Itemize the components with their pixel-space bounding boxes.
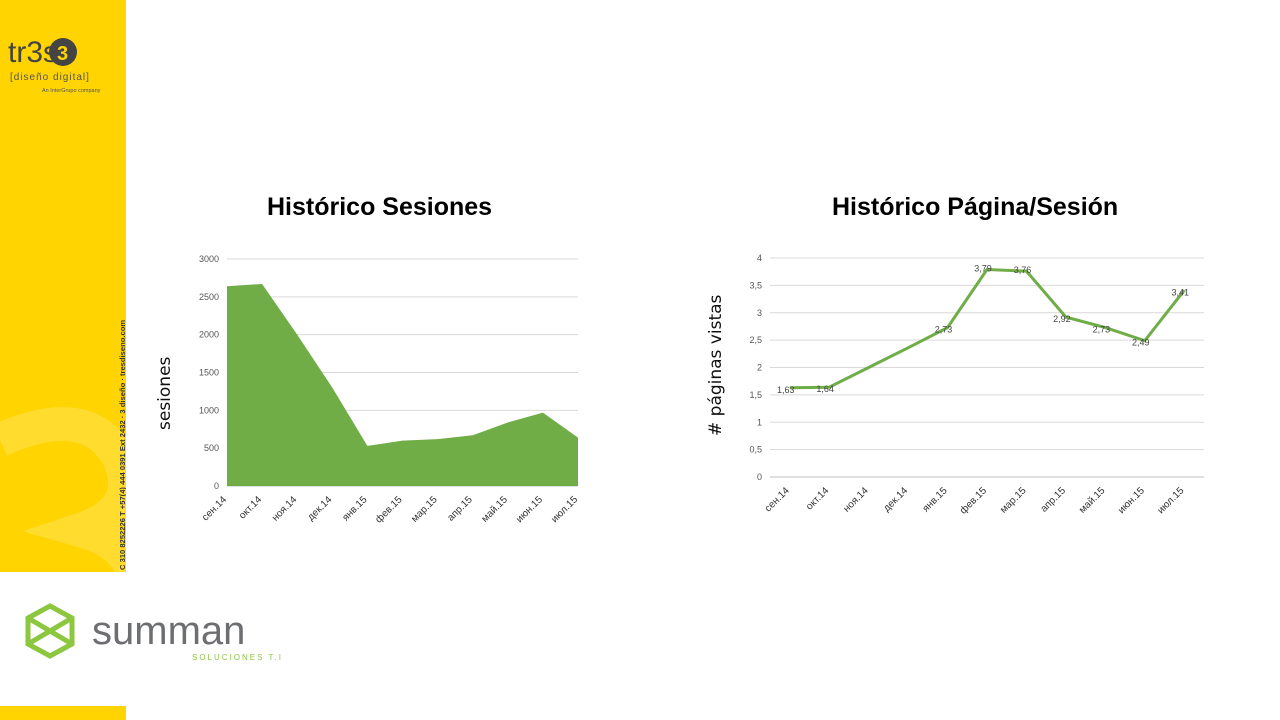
tres-diseno-logo: tr3s 3 [8,36,77,69]
x-tick-label: окт.14 [237,494,264,521]
pages-chart-title: Histórico Página/Sesión [832,193,1119,221]
data-label: 2,73 [935,325,953,335]
sessions-area-chart: 0 500 1000 1500 2000 2500 3000 сен.14 окт.14 ноя.… [199,254,580,525]
pages-y-axis-label: # páginas vistas [706,294,726,436]
x-tick-label: май.15 [480,494,511,525]
summan-cube-icon [25,603,75,659]
data-label: 3,41 [1172,287,1190,297]
x-tick-label: июн.15 [1116,485,1147,516]
y-tick-label: 1500 [199,368,219,378]
x-tick-label: июл.15 [1156,485,1187,516]
y-tick-label: 1,5 [749,390,762,400]
y-tick-label: 2 [757,363,762,373]
summan-sub: SOLUCIONES T.I [192,653,283,662]
y-tick-label: 3 [757,308,762,318]
y-tick-label: 0,5 [749,445,762,455]
tres-subtitle: [diseño digital] [10,72,90,83]
x-tick-label: июн.15 [514,494,545,525]
x-tick-label: сен.14 [200,494,229,523]
x-tick-label: янв.15 [340,494,369,523]
tres-tagline: An InterGrupo company [42,88,101,94]
x-tick-label: дек.14 [306,494,335,523]
x-tick-label: окт.14 [804,485,831,512]
contact-line: C 310 8252226 T +57(4) 444 0391 Ext 2432… [118,319,126,570]
y-tick-label: 0 [214,481,219,491]
data-label: 1,63 [777,385,795,395]
sessions-y-axis-label: sesiones [155,356,175,430]
y-tick-label: 1 [757,417,762,427]
footer-area [0,572,1280,706]
data-label: 1,64 [816,384,834,394]
summan-logo: summan SOLUCIONES T.I [25,603,283,662]
x-tick-label: фев.15 [373,493,405,525]
y-tick-label: 1000 [199,405,219,415]
data-label: 3,76 [1014,265,1032,275]
summan-name: summan [92,609,245,653]
x-tick-label: мар.15 [998,485,1029,516]
pages-line-chart: 0 0,5 1 1,5 2 2,5 3 3,5 4 1,63 1,64 2,73 3,79 3,76 2,9… [749,253,1204,516]
y-tick-label: 2000 [199,330,219,340]
data-label: 2,73 [1093,325,1111,335]
x-tick-label: апр.15 [446,494,476,524]
x-tick-label: фев.15 [957,484,989,516]
pages-line [789,267,1186,390]
x-tick-label: янв.15 [921,485,950,514]
x-tick-label: мар.15 [409,494,440,525]
y-tick-label: 3,5 [749,280,762,290]
footer-yellow-strip [0,706,126,720]
y-tick-label: 0 [757,472,762,482]
y-tick-label: 500 [204,443,219,453]
x-tick-label: июл.15 [549,494,580,525]
x-tick-label: ноя.14 [841,485,871,515]
data-label: 2,92 [1053,314,1071,324]
sessions-chart-title: Histórico Sesiones [267,193,493,221]
y-tick-label: 2,5 [749,335,762,345]
data-label: 3,79 [974,263,992,273]
x-tick-label: апр.15 [1039,485,1069,515]
data-label: 2,49 [1132,338,1150,348]
x-tick-label: май.15 [1077,485,1108,516]
x-tick-label: сен.14 [763,485,792,514]
x-tick-label: ноя.14 [270,494,300,524]
y-tick-label: 2500 [199,292,219,302]
y-tick-label: 3000 [199,254,219,264]
y-tick-label: 4 [757,253,762,263]
svg-text:3: 3 [57,43,68,65]
sessions-area [227,283,578,486]
x-tick-label: дек.14 [881,485,910,514]
